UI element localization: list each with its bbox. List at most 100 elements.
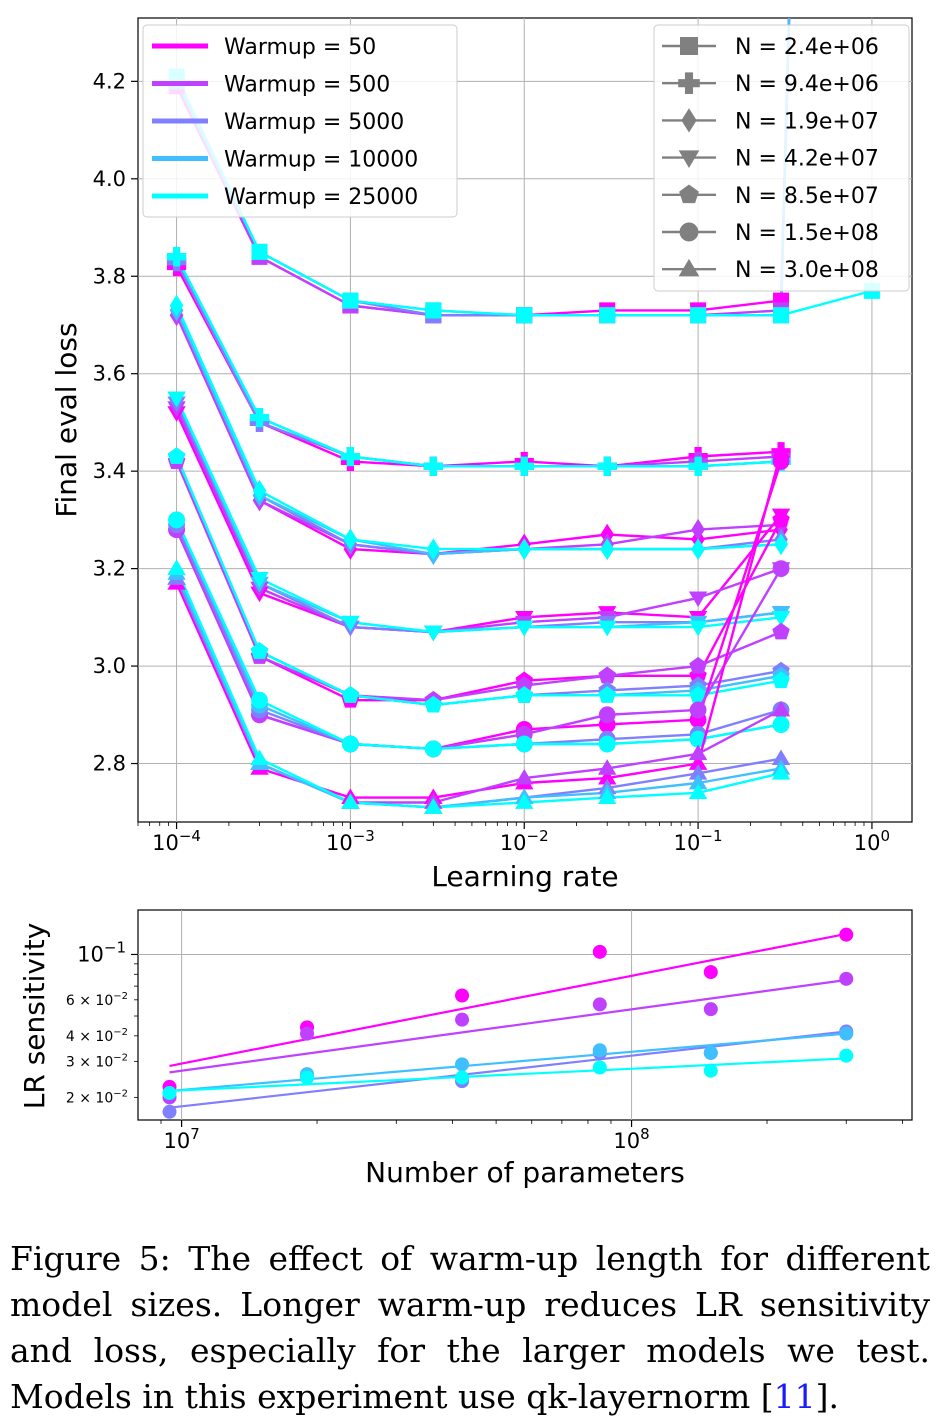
loss-line — [175, 261, 782, 468]
sensitivity-point — [592, 944, 607, 959]
loss-point — [168, 511, 185, 529]
size-legend-marker — [679, 184, 699, 204]
loss-point — [424, 625, 443, 642]
loss-point — [688, 754, 708, 770]
loss-point — [597, 768, 617, 785]
size-legend-label: N = 1.5e+08 — [735, 221, 879, 246]
sensitivity-point — [703, 965, 718, 980]
loss-point — [167, 391, 186, 408]
caption-end: ]. — [815, 1377, 840, 1416]
loss-line — [175, 407, 782, 634]
top-x-tick-label: 100 — [854, 827, 890, 855]
sensitivity-point — [300, 1070, 315, 1085]
top-y-tick-label: 4.0 — [93, 167, 126, 191]
loss-point — [597, 456, 617, 476]
loss-point — [341, 793, 360, 809]
loss-point — [425, 302, 442, 319]
loss-line — [175, 456, 782, 707]
top-plot-frame — [137, 17, 913, 823]
loss-point — [598, 706, 616, 724]
loss-point — [424, 798, 443, 814]
sensitivity-point — [703, 1063, 718, 1078]
loss-point — [249, 407, 270, 428]
loss-point — [251, 243, 268, 260]
top-y-tick-label: 3.0 — [93, 654, 126, 678]
loss-point — [515, 620, 534, 637]
loss-point — [516, 307, 533, 324]
loss-line — [175, 412, 782, 634]
loss-point — [772, 716, 790, 733]
size-legend-label: N = 9.4e+06 — [735, 72, 879, 97]
bottom-axes: 107 108 10−1 6 × 10−2 4 × 10−2 3 × 10−2 2 × 10… — [66, 938, 903, 1153]
sensitivity-point — [300, 1026, 315, 1041]
loss-point — [774, 533, 788, 556]
bottom-x-tick-label: 108 — [613, 1125, 649, 1153]
loss-point — [514, 456, 534, 476]
loss-point — [688, 456, 708, 476]
loss-point — [598, 735, 616, 753]
sensitivity-point — [455, 988, 470, 1003]
loss-line — [175, 460, 782, 702]
figure: 10−4 10−3 10−2 10−1 100 2.8 3.0 3.2 3.4 3.6 3.8 4.0… — [18, 17, 913, 1189]
top-y-tick-label: 3.2 — [93, 557, 126, 581]
size-legend-marker — [678, 258, 700, 277]
loss-line — [175, 265, 782, 468]
bottom-y-tick-label: 2 × 10−2 — [66, 1088, 128, 1106]
citation-link[interactable]: 11 — [773, 1377, 816, 1416]
bottom-y-tick-label: 10−1 — [77, 938, 126, 966]
top-x-tick-label: 10−4 — [152, 827, 201, 855]
loss-point — [167, 559, 186, 576]
loss-line — [175, 261, 782, 468]
sensitivity-point — [455, 1012, 470, 1027]
loss-point — [772, 560, 790, 578]
loss-point — [252, 479, 267, 502]
top-series — [166, 18, 880, 814]
warmup-legend-label: Warmup = 50 — [224, 35, 376, 60]
loss-point — [689, 686, 707, 703]
loss-vs-learning-rate-chart: 10−4 10−3 10−2 10−1 100 2.8 3.0 3.2 3.4 3.6 3.8 4.0… — [50, 17, 913, 893]
loss-point — [689, 656, 707, 674]
size-legend-marker — [679, 222, 699, 242]
size-legend-label: N = 4.2e+07 — [735, 147, 879, 172]
caption-text: Figure 5: The effect of warm-up length f… — [10, 1239, 930, 1416]
top-axes: 10−4 10−3 10−2 10−1 100 2.8 3.0 3.2 3.4 3.6 3.8 4.0… — [93, 69, 890, 855]
sensitivity-point — [703, 1002, 718, 1017]
loss-point — [771, 764, 791, 780]
size-legend-marker — [680, 37, 698, 55]
sensitivity-point — [162, 1086, 177, 1101]
bottom-plot-frame — [137, 909, 913, 1121]
sensitivity-point — [592, 997, 607, 1012]
loss-point — [771, 442, 791, 459]
sensitivity-point — [703, 1045, 718, 1060]
loss-point — [342, 735, 359, 753]
model-group-3.0e+08 — [167, 442, 791, 814]
sensitivity-point — [455, 1070, 470, 1085]
loss-point — [423, 456, 443, 476]
loss-line — [175, 397, 782, 634]
loss-point — [250, 571, 269, 588]
loss-point — [688, 773, 708, 790]
model-group-9.4e+06 — [166, 247, 791, 476]
bottom-y-tick-label: 3 × 10−2 — [66, 1052, 128, 1070]
sensitivity-series — [162, 971, 854, 1105]
loss-point — [515, 793, 534, 809]
loss-point — [691, 518, 705, 541]
sensitivity-point — [592, 1043, 607, 1058]
loss-point — [771, 610, 791, 627]
loss-point — [597, 759, 617, 775]
loss-line — [175, 402, 782, 634]
loss-point — [600, 538, 614, 560]
loss-line — [175, 314, 782, 556]
top-y-tick-label: 2.8 — [93, 752, 126, 776]
loss-point — [517, 538, 532, 560]
warmup-legend: Warmup = 50 Warmup = 500 Warmup = 5000 Warm… — [142, 24, 458, 218]
figure-caption: Figure 5: The effect of warm-up length f… — [10, 1236, 930, 1420]
bottom-y-axis-label: LR sensitivity — [18, 923, 51, 1110]
loss-point — [341, 615, 360, 632]
warmup-legend-label: Warmup = 500 — [224, 73, 390, 98]
model-size-legend: N = 2.4e+06 N = 9.4e+06 N = 1.9e+07 N = 4.2… — [653, 24, 910, 292]
loss-point — [424, 695, 443, 713]
sensitivity-fit-line — [169, 1057, 847, 1093]
loss-point — [690, 307, 707, 324]
size-legend-label: N = 8.5e+07 — [735, 184, 879, 209]
